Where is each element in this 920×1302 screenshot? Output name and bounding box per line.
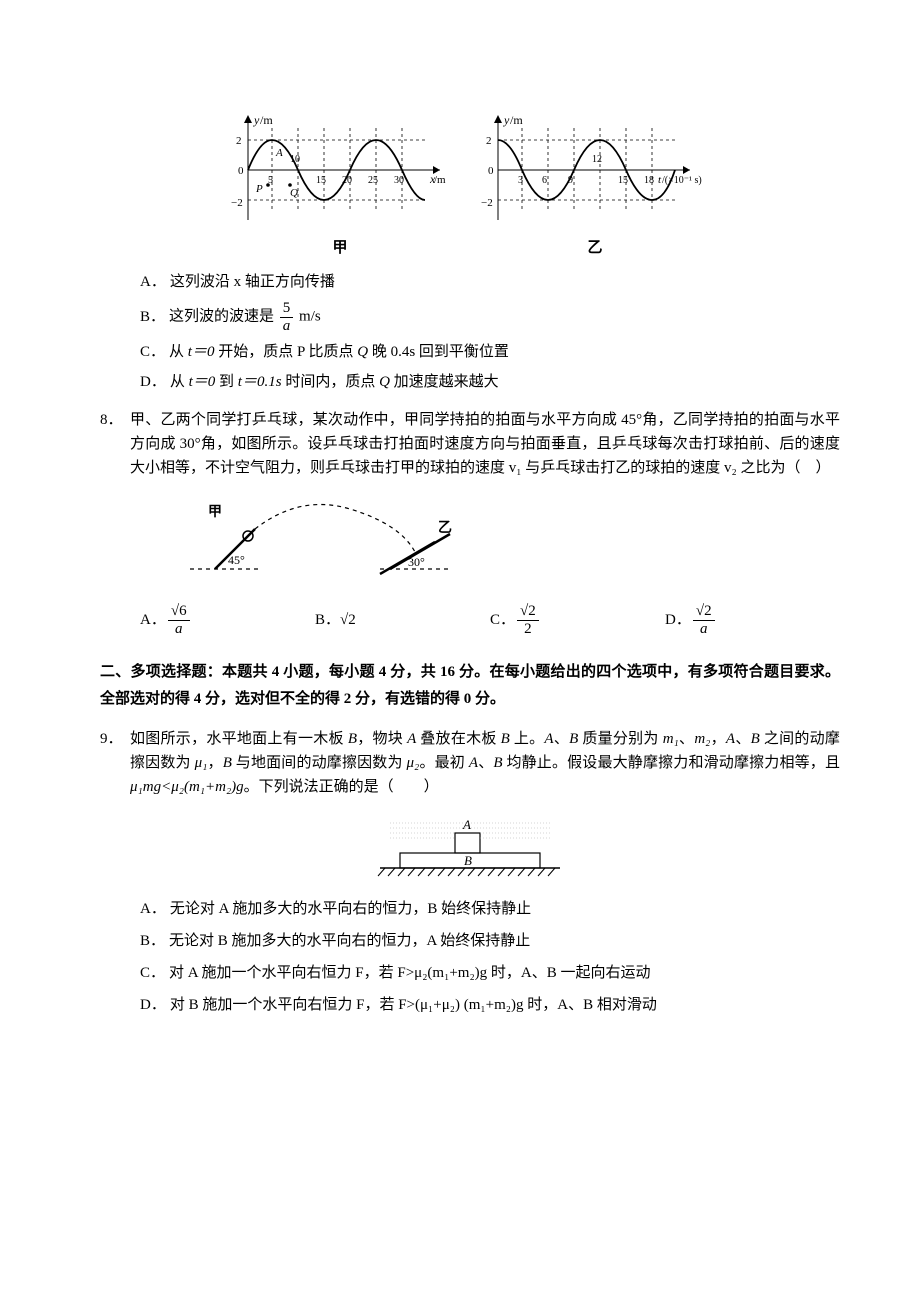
question-body: 甲、乙两个同学打乒乓球，某次动作中，甲同学持拍的拍面与水平方向成 45°角，乙同… xyxy=(130,408,840,480)
option-label: B． xyxy=(315,608,340,632)
svg-text:/m: /m xyxy=(260,113,273,127)
svg-text:B: B xyxy=(464,853,472,868)
q9-options: A． 无论对 A 施加多大的水平向右的恒力，B 始终保持静止 B． 无论对 B … xyxy=(100,897,840,1017)
option-label: B． xyxy=(140,929,165,953)
svg-text:甲: 甲 xyxy=(208,504,222,520)
q9-option-b: B． 无论对 B 施加多大的水平向右的恒力，A 始终保持静止 xyxy=(140,929,840,953)
svg-text:25: 25 xyxy=(368,175,378,186)
section-2-title: 二、多项选择题：本题共 4 小题，每小题 4 分，共 16 分。在每小题给出的四… xyxy=(100,659,840,713)
option-label: A． xyxy=(140,608,166,632)
option-text: 对 B 施加一个水平向右恒力 F，若 F>(μ₁+μ₂) (m₁+m₂)g 时，… xyxy=(170,993,657,1017)
option-label: D． xyxy=(665,608,691,632)
option-value: √2 xyxy=(340,608,356,632)
q7-figure-left: y /m x /m 2 0 −2 5 10 15 20 25 30 A P xyxy=(230,110,450,260)
q8-option-c: C． √22 xyxy=(490,603,665,637)
wave-graph-right-icon: y /m t /(×10⁻¹ s) 2 0 −2 3 6 9 12 15 18 xyxy=(480,110,710,230)
question-number: 8． xyxy=(100,408,130,480)
svg-text:−2: −2 xyxy=(481,197,493,209)
q8-option-d: D． √2a xyxy=(665,603,840,637)
svg-text:乙: 乙 xyxy=(438,520,452,536)
option-label: A． xyxy=(140,897,166,921)
svg-text:2: 2 xyxy=(236,135,242,147)
q8: 8． 甲、乙两个同学打乒乓球，某次动作中，甲同学持拍的拍面与水平方向成 45°角… xyxy=(100,408,840,480)
svg-text:6: 6 xyxy=(542,175,547,186)
svg-text:A: A xyxy=(462,817,471,832)
option-text: 无论对 B 施加多大的水平向右的恒力，A 始终保持静止 xyxy=(169,929,530,953)
q9-option-a: A． 无论对 A 施加多大的水平向右的恒力，B 始终保持静止 xyxy=(140,897,840,921)
q7-option-b: B． 这列波的波速是 5a m/s xyxy=(140,300,840,334)
question-number: 9． xyxy=(100,727,130,799)
block-on-board-icon: B A xyxy=(360,813,580,883)
option-label: D． xyxy=(140,370,166,394)
svg-text:0: 0 xyxy=(238,165,244,177)
svg-text:15: 15 xyxy=(618,175,628,186)
q8-option-b: B． √2 xyxy=(315,603,490,637)
option-label: B． xyxy=(140,305,165,329)
q9: 9． 如图所示，水平地面上有一木板 B，物块 A 叠放在木板 B 上。A、B 质… xyxy=(100,727,840,799)
question-body: 如图所示，水平地面上有一木板 B，物块 A 叠放在木板 B 上。A、B 质量分别… xyxy=(130,727,840,799)
q7-fig-left-caption: 甲 xyxy=(332,236,347,260)
svg-text:/m: /m xyxy=(510,113,523,127)
q7-figure-row: y /m x /m 2 0 −2 5 10 15 20 25 30 A P xyxy=(100,110,840,260)
svg-text:0: 0 xyxy=(488,165,494,177)
q9-figure: B A xyxy=(100,813,840,883)
svg-text:2: 2 xyxy=(486,135,492,147)
svg-text:y: y xyxy=(503,113,510,127)
q8-option-a: A． √6a xyxy=(140,603,315,637)
option-text: 对 A 施加一个水平向右恒力 F，若 F>μ₂(m₁+m₂)g 时，A、B 一起… xyxy=(169,961,651,985)
svg-text:12: 12 xyxy=(592,154,602,165)
q7-fig-right-caption: 乙 xyxy=(587,236,602,260)
svg-text:Q: Q xyxy=(290,187,298,199)
wave-graph-left-icon: y /m x /m 2 0 −2 5 10 15 20 25 30 A P xyxy=(230,110,450,230)
option-text: 这列波沿 x 轴正方向传播 xyxy=(170,270,335,294)
option-label: C． xyxy=(490,608,515,632)
q8-figure: 45° 甲 30° 乙 xyxy=(180,494,840,589)
svg-text:3: 3 xyxy=(518,175,523,186)
svg-text:−2: −2 xyxy=(231,197,243,209)
q7-option-c: C． 从 t＝0 开始，质点 P 比质点 Q 晚 0.4s 回到平衡位置 xyxy=(140,340,840,364)
option-text: 这列波的波速是 5a m/s xyxy=(169,300,321,334)
svg-text:30: 30 xyxy=(394,175,404,186)
svg-text:30°: 30° xyxy=(408,555,425,569)
option-text: 无论对 A 施加多大的水平向右的恒力，B 始终保持静止 xyxy=(170,897,531,921)
option-label: D． xyxy=(140,993,166,1017)
svg-text:45°: 45° xyxy=(228,553,245,567)
option-text: 从 t＝0 到 t＝0.1s 时间内，质点 Q 加速度越来越大 xyxy=(170,370,499,394)
svg-text:/(×10⁻¹ s): /(×10⁻¹ s) xyxy=(662,175,702,186)
q9-option-c: C． 对 A 施加一个水平向右恒力 F，若 F>μ₂(m₁+m₂)g 时，A、B… xyxy=(140,961,840,985)
option-label: C． xyxy=(140,961,165,985)
svg-text:/m: /m xyxy=(434,174,446,186)
q7-option-a: A． 这列波沿 x 轴正方向传播 xyxy=(140,270,840,294)
pingpong-diagram-icon: 45° 甲 30° 乙 xyxy=(180,494,470,589)
q7-option-d: D． 从 t＝0 到 t＝0.1s 时间内，质点 Q 加速度越来越大 xyxy=(140,370,840,394)
svg-text:15: 15 xyxy=(316,175,326,186)
q8-options-row: A． √6a B． √2 C． √22 D． √2a xyxy=(140,603,840,637)
svg-text:18: 18 xyxy=(644,175,654,186)
svg-text:P: P xyxy=(255,183,263,195)
svg-text:A: A xyxy=(275,147,283,159)
q7-figure-right: y /m t /(×10⁻¹ s) 2 0 −2 3 6 9 12 15 18 … xyxy=(480,110,710,260)
option-label: C． xyxy=(140,340,165,364)
option-text: 从 t＝0 开始，质点 P 比质点 Q 晚 0.4s 回到平衡位置 xyxy=(169,340,509,364)
svg-text:y: y xyxy=(253,113,260,127)
q9-option-d: D． 对 B 施加一个水平向右恒力 F，若 F>(μ₁+μ₂) (m₁+m₂)g… xyxy=(140,993,840,1017)
option-label: A． xyxy=(140,270,166,294)
